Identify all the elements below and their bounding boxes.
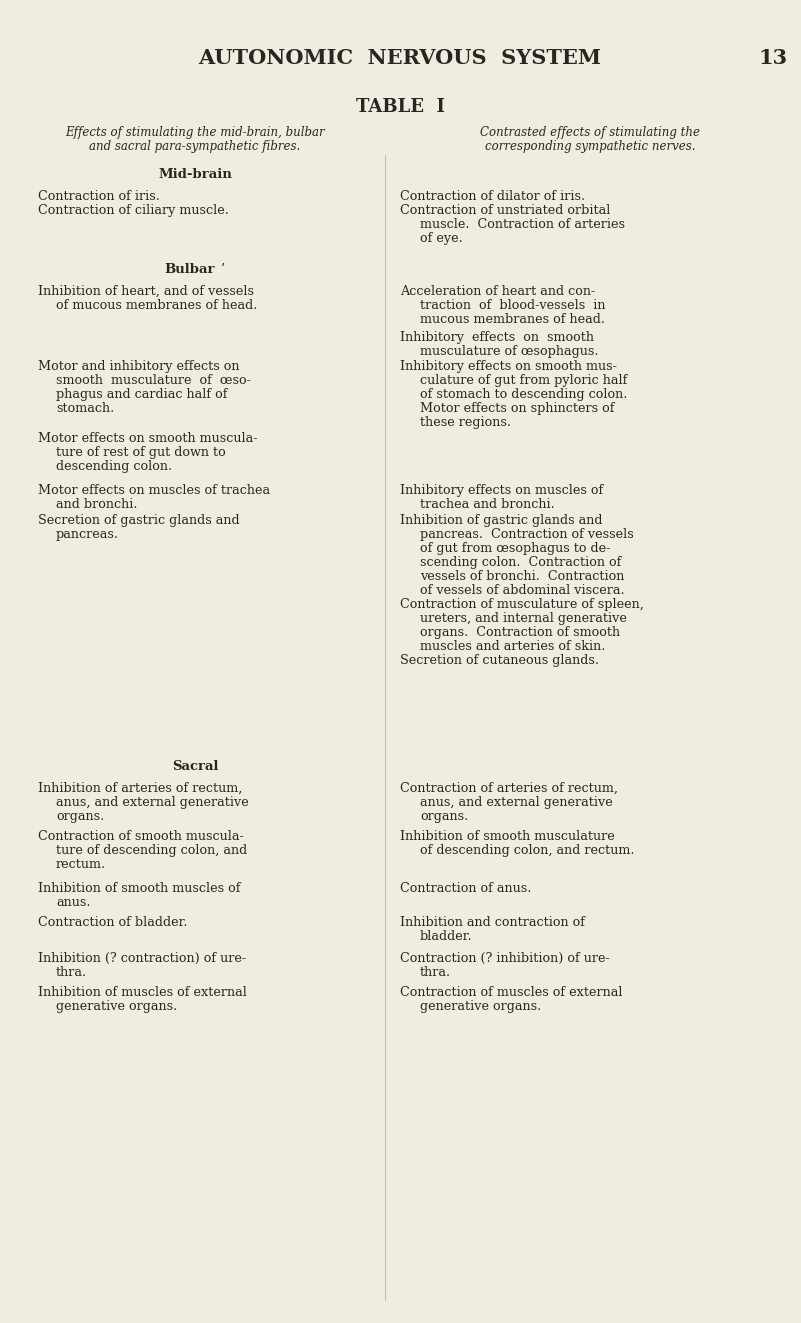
Text: of descending colon, and rectum.: of descending colon, and rectum. [420,844,634,857]
Text: of stomach to descending colon.: of stomach to descending colon. [420,388,627,401]
Text: Contraction of dilator of iris.: Contraction of dilator of iris. [400,191,585,202]
Text: Contraction of ciliary muscle.: Contraction of ciliary muscle. [38,204,229,217]
Text: Contraction (? inhibition) of ure-: Contraction (? inhibition) of ure- [400,953,610,964]
Text: phagus and cardiac half of: phagus and cardiac half of [56,388,227,401]
Text: Contraction of iris.: Contraction of iris. [38,191,160,202]
Text: Motor effects on smooth muscula-: Motor effects on smooth muscula- [38,433,257,445]
Text: of gut from œsophagus to de-: of gut from œsophagus to de- [420,542,610,556]
Text: Contraction of arteries of rectum,: Contraction of arteries of rectum, [400,782,618,795]
Text: ’: ’ [220,263,224,277]
Text: Inhibition (? contraction) of ure-: Inhibition (? contraction) of ure- [38,953,246,964]
Text: Secretion of gastric glands and: Secretion of gastric glands and [38,515,239,527]
Text: and bronchi.: and bronchi. [56,497,138,511]
Text: Mid-brain: Mid-brain [158,168,232,181]
Text: Contraction of bladder.: Contraction of bladder. [38,916,187,929]
Text: Contraction of unstriated orbital: Contraction of unstriated orbital [400,204,610,217]
Text: of eye.: of eye. [420,232,463,245]
Text: trachea and bronchi.: trachea and bronchi. [420,497,555,511]
Text: musculature of œsophagus.: musculature of œsophagus. [420,345,598,359]
Text: thra.: thra. [420,966,451,979]
Text: Contraction of musculature of spleen,: Contraction of musculature of spleen, [400,598,644,611]
Text: corresponding sympathetic nerves.: corresponding sympathetic nerves. [485,140,695,153]
Text: traction  of  blood-vessels  in: traction of blood-vessels in [420,299,606,312]
Text: Inhibition of muscles of external: Inhibition of muscles of external [38,986,247,999]
Text: organs.  Contraction of smooth: organs. Contraction of smooth [420,626,620,639]
Text: mucous membranes of head.: mucous membranes of head. [420,314,605,325]
Text: Effects of stimulating the mid-brain, bulbar: Effects of stimulating the mid-brain, bu… [65,126,325,139]
Text: Inhibition of smooth musculature: Inhibition of smooth musculature [400,830,614,843]
Text: rectum.: rectum. [56,859,106,871]
Text: Inhibitory effects on smooth mus-: Inhibitory effects on smooth mus- [400,360,617,373]
Text: Inhibition of arteries of rectum,: Inhibition of arteries of rectum, [38,782,243,795]
Text: AUTONOMIC  NERVOUS  SYSTEM: AUTONOMIC NERVOUS SYSTEM [199,48,602,67]
Text: of mucous membranes of head.: of mucous membranes of head. [56,299,257,312]
Text: Inhibition and contraction of: Inhibition and contraction of [400,916,585,929]
Text: and sacral para-sympathetic fibres.: and sacral para-sympathetic fibres. [90,140,300,153]
Text: Acceleration of heart and con-: Acceleration of heart and con- [400,284,595,298]
Text: generative organs.: generative organs. [420,1000,541,1013]
Text: Inhibition of smooth muscles of: Inhibition of smooth muscles of [38,882,240,894]
Text: pancreas.: pancreas. [56,528,119,541]
Text: 13: 13 [758,48,787,67]
Text: Contraction of muscles of external: Contraction of muscles of external [400,986,622,999]
Text: Inhibitory  effects  on  smooth: Inhibitory effects on smooth [400,331,594,344]
Text: Contraction of anus.: Contraction of anus. [400,882,531,894]
Text: ureters, and internal generative: ureters, and internal generative [420,613,627,624]
Text: Motor effects on sphincters of: Motor effects on sphincters of [420,402,614,415]
Text: muscle.  Contraction of arteries: muscle. Contraction of arteries [420,218,625,232]
Text: smooth  musculature  of  œso-: smooth musculature of œso- [56,374,251,388]
Text: Inhibition of gastric glands and: Inhibition of gastric glands and [400,515,602,527]
Text: vessels of bronchi.  Contraction: vessels of bronchi. Contraction [420,570,624,583]
Text: Contrasted effects of stimulating the: Contrasted effects of stimulating the [480,126,700,139]
Text: of vessels of abdominal viscera.: of vessels of abdominal viscera. [420,583,625,597]
Text: muscles and arteries of skin.: muscles and arteries of skin. [420,640,606,654]
Text: ture of rest of gut down to: ture of rest of gut down to [56,446,226,459]
Text: anus, and external generative: anus, and external generative [420,796,613,808]
Text: Inhibition of heart, and of vessels: Inhibition of heart, and of vessels [38,284,254,298]
Text: culature of gut from pyloric half: culature of gut from pyloric half [420,374,627,388]
Text: these regions.: these regions. [420,415,511,429]
Text: generative organs.: generative organs. [56,1000,177,1013]
Text: Secretion of cutaneous glands.: Secretion of cutaneous glands. [400,654,599,667]
Text: bladder.: bladder. [420,930,473,943]
Text: Inhibitory effects on muscles of: Inhibitory effects on muscles of [400,484,603,497]
Text: scending colon.  Contraction of: scending colon. Contraction of [420,556,622,569]
Text: stomach.: stomach. [56,402,115,415]
Text: pancreas.  Contraction of vessels: pancreas. Contraction of vessels [420,528,634,541]
Text: ture of descending colon, and: ture of descending colon, and [56,844,248,857]
Text: Bulbar: Bulbar [165,263,215,277]
Text: thra.: thra. [56,966,87,979]
Text: organs.: organs. [56,810,104,823]
Text: Contraction of smooth muscula-: Contraction of smooth muscula- [38,830,244,843]
Text: organs.: organs. [420,810,469,823]
Text: anus.: anus. [56,896,91,909]
Text: Motor effects on muscles of trachea: Motor effects on muscles of trachea [38,484,270,497]
Text: anus, and external generative: anus, and external generative [56,796,249,808]
Text: TABLE  I: TABLE I [356,98,445,116]
Text: Motor and inhibitory effects on: Motor and inhibitory effects on [38,360,239,373]
Text: descending colon.: descending colon. [56,460,172,474]
Text: Sacral: Sacral [171,759,218,773]
